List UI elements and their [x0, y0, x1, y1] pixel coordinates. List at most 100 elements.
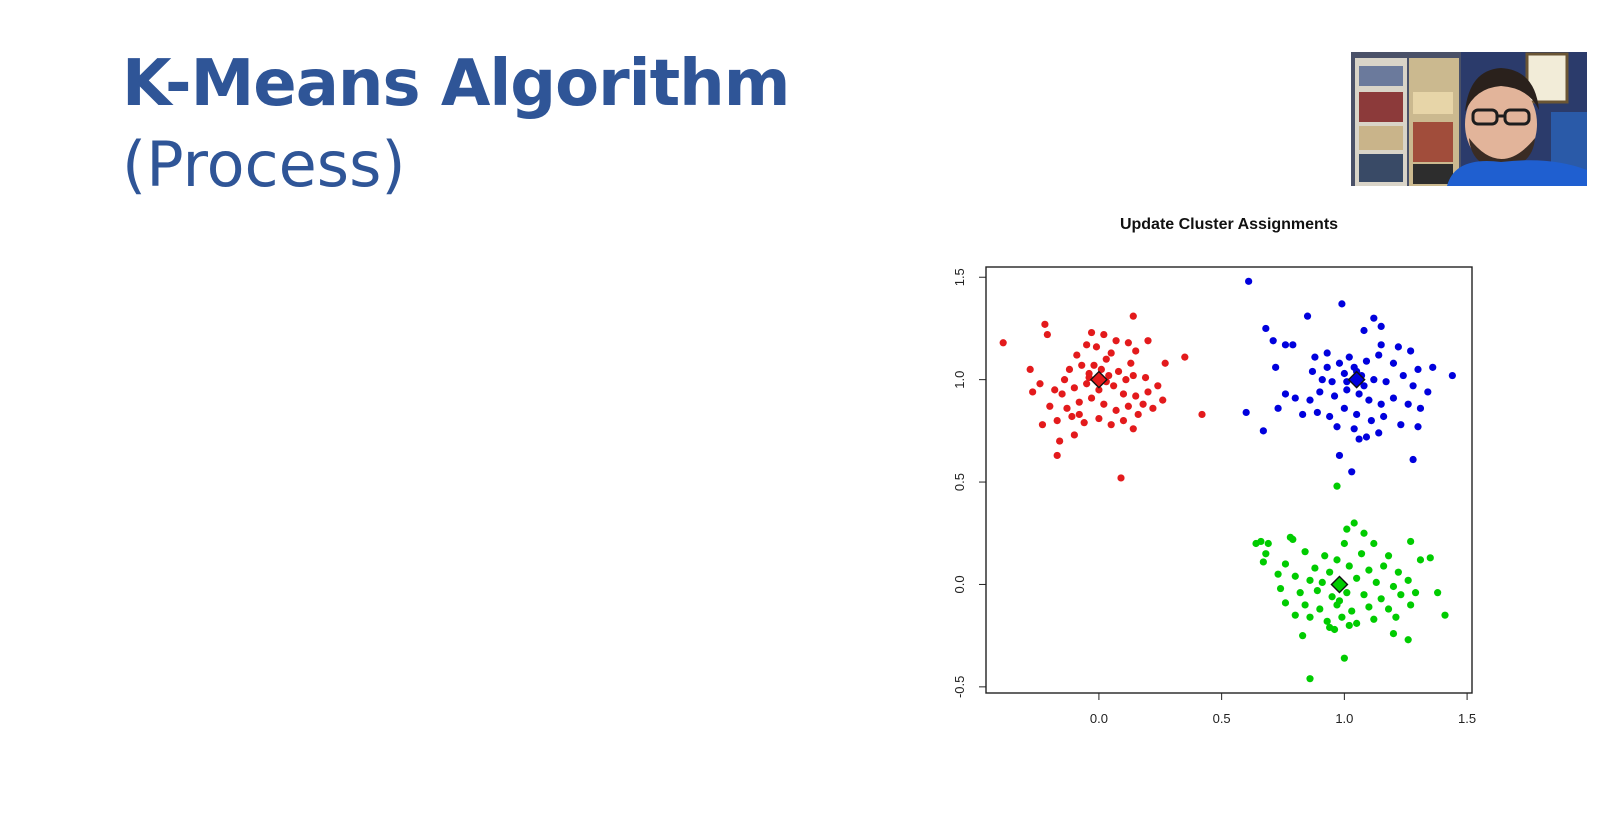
data-point	[1416, 556, 1425, 564]
data-point	[1129, 371, 1137, 380]
y-tick-label: 0.0	[952, 575, 967, 593]
data-point	[1409, 382, 1417, 390]
data-point	[1328, 593, 1336, 601]
data-point	[1343, 589, 1351, 597]
scatter-chart: Update Cluster Assignments 0.0 0.5 1.0 1.5 …	[930, 205, 1510, 745]
data-point	[1272, 363, 1280, 371]
centroid-marker	[1347, 370, 1366, 389]
data-point	[1075, 398, 1083, 406]
data-point	[1330, 392, 1339, 400]
data-point	[1053, 417, 1061, 425]
data-point	[1124, 339, 1132, 347]
data-point	[1348, 468, 1356, 476]
data-point	[1367, 417, 1375, 425]
data-point	[1306, 613, 1314, 621]
data-point	[1281, 390, 1290, 398]
data-point	[1141, 373, 1150, 382]
title-block: K-Means Algorithm (Process)	[122, 42, 790, 204]
x-tick-label: 0.0	[1090, 711, 1108, 726]
data-point	[1053, 451, 1061, 460]
data-point	[1372, 578, 1380, 587]
data-point	[1343, 386, 1351, 394]
data-point	[1154, 382, 1162, 390]
data-point	[1323, 363, 1331, 371]
data-point	[1333, 482, 1341, 490]
data-point	[1416, 404, 1425, 412]
data-point	[1041, 320, 1049, 328]
data-point	[1404, 576, 1412, 584]
data-point	[1326, 412, 1334, 421]
data-point	[1389, 630, 1398, 638]
presenter-video-icon	[1351, 52, 1587, 186]
x-tick-label: 1.5	[1458, 711, 1476, 726]
data-point	[1087, 394, 1096, 402]
data-point	[1375, 351, 1383, 359]
data-point	[1107, 349, 1115, 357]
data-point	[1397, 591, 1405, 599]
data-point	[1301, 548, 1309, 556]
data-point	[1029, 388, 1037, 396]
data-point	[1407, 347, 1415, 355]
data-point	[1345, 353, 1353, 361]
data-point	[1036, 380, 1044, 388]
data-point	[1078, 361, 1086, 369]
slide-subtitle: (Process)	[122, 128, 406, 201]
data-point	[1380, 412, 1388, 421]
data-point	[1119, 390, 1128, 398]
data-point	[1139, 400, 1147, 408]
data-point	[1365, 603, 1373, 611]
data-point	[1377, 595, 1385, 603]
data-point	[1360, 529, 1368, 537]
data-point	[1080, 419, 1088, 427]
data-point	[1087, 328, 1096, 337]
data-point	[1083, 341, 1091, 349]
data-point	[1065, 365, 1074, 374]
data-point	[1100, 330, 1108, 339]
data-point	[1051, 386, 1059, 394]
data-point	[1299, 632, 1307, 640]
data-point	[1259, 427, 1267, 435]
data-point	[1407, 601, 1415, 609]
data-point	[1414, 365, 1422, 374]
chart-title: Update Cluster Assignments	[1120, 216, 1338, 233]
data-point	[1441, 611, 1449, 619]
data-point	[1355, 390, 1363, 398]
data-point	[1124, 402, 1132, 410]
data-point	[1350, 425, 1358, 433]
data-point	[1083, 380, 1091, 388]
data-point	[1323, 617, 1331, 625]
data-point	[1149, 404, 1157, 412]
data-point	[1333, 556, 1341, 564]
data-point	[1338, 613, 1346, 621]
data-point	[1345, 621, 1353, 630]
data-point	[1389, 582, 1398, 591]
data-point	[1262, 324, 1270, 333]
data-point	[1306, 396, 1314, 404]
data-point	[1365, 566, 1373, 574]
data-point	[1353, 619, 1361, 627]
data-point	[1397, 421, 1405, 429]
data-point	[1350, 519, 1358, 527]
data-point	[1127, 359, 1135, 367]
data-point	[1107, 421, 1115, 429]
data-point	[1299, 410, 1307, 419]
data-point	[1134, 410, 1142, 419]
data-point	[1144, 388, 1152, 396]
data-point	[1198, 410, 1206, 419]
data-point	[1426, 554, 1434, 562]
data-point	[1335, 597, 1344, 605]
data-point	[1360, 382, 1368, 390]
data-point	[1333, 423, 1341, 431]
data-point	[1114, 367, 1123, 376]
data-point	[1328, 378, 1336, 386]
data-point	[1360, 591, 1368, 599]
data-point	[1129, 425, 1137, 433]
data-point	[1362, 357, 1371, 365]
data-point	[1370, 314, 1378, 322]
data-point	[1264, 539, 1272, 548]
data-point	[1340, 404, 1348, 412]
data-point	[1303, 312, 1312, 320]
data-point	[1313, 586, 1321, 595]
data-point	[1181, 353, 1189, 361]
